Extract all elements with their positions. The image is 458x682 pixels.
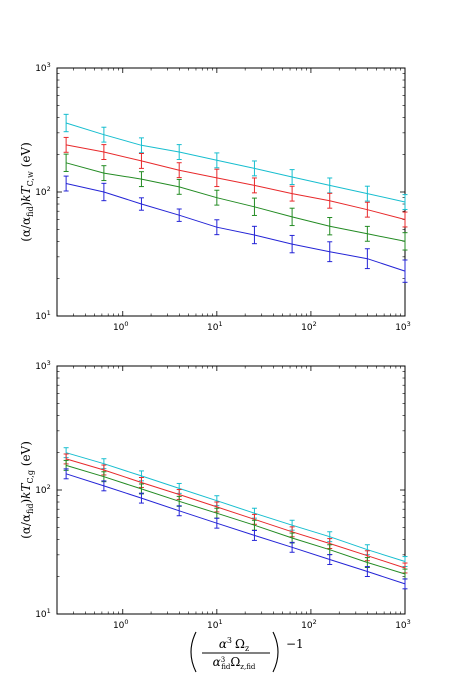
bottom-y-axis-label: (α/αfid)kTC,g (eV) xyxy=(19,441,35,539)
bottom-ticks: 100 101 102 103 101 102 103 xyxy=(35,359,411,631)
bottom-series-line-green xyxy=(65,464,406,575)
x-tick-label: 101 xyxy=(207,320,223,333)
y-tick-label: 101 xyxy=(35,607,51,620)
top-series xyxy=(63,113,408,283)
y-tick-label: 103 xyxy=(35,61,51,74)
bottom-x-axis-label: α3 Ωz α3 fidΩz,fid −1 xyxy=(190,631,304,673)
bottom-series-line-cyan xyxy=(65,452,406,562)
top-series-line-green xyxy=(65,162,406,242)
bottom-series-line-blue xyxy=(65,473,406,585)
bottom-plot-frame xyxy=(56,365,406,615)
x-label-denominator: α3 fidΩz,fid xyxy=(213,655,256,671)
x-tick-label: 102 xyxy=(301,320,317,333)
top-panel: 100 101 102 103 101 102 103 (α/αfid)kTC,w (eV) xyxy=(19,61,411,333)
top-series-line-red xyxy=(66,144,406,220)
top-ticks: 100 101 102 103 101 102 103 xyxy=(35,61,411,333)
bottom-series xyxy=(63,447,408,590)
x-label-power: −1 xyxy=(286,637,304,651)
y-tick-label: 103 xyxy=(35,359,51,372)
y-tick-label: 102 xyxy=(35,483,51,496)
x-tick-label: 101 xyxy=(207,618,223,631)
x-tick-label: 102 xyxy=(301,618,317,631)
y-tick-label: 102 xyxy=(35,185,51,198)
x-tick-label: 100 xyxy=(113,618,129,631)
x-label-left-paren xyxy=(190,631,197,673)
top-series-line-blue xyxy=(65,183,406,272)
top-series-line-cyan xyxy=(65,122,406,203)
x-label-right-paren xyxy=(272,631,279,673)
top-y-axis-label: (α/αfid)kTC,w (eV) xyxy=(19,142,35,242)
x-label-numerator: α3 Ωz xyxy=(219,636,249,653)
x-tick-label: 103 xyxy=(395,618,411,631)
top-plot-frame xyxy=(56,67,406,317)
bottom-panel: 100 101 102 103 101 102 103 (α/αfid)kTC,g (eV)… xyxy=(19,359,411,673)
bottom-series-line-red xyxy=(65,458,406,569)
x-tick-label: 103 xyxy=(395,320,411,333)
y-tick-label: 101 xyxy=(35,309,51,322)
x-tick-label: 100 xyxy=(113,320,129,333)
